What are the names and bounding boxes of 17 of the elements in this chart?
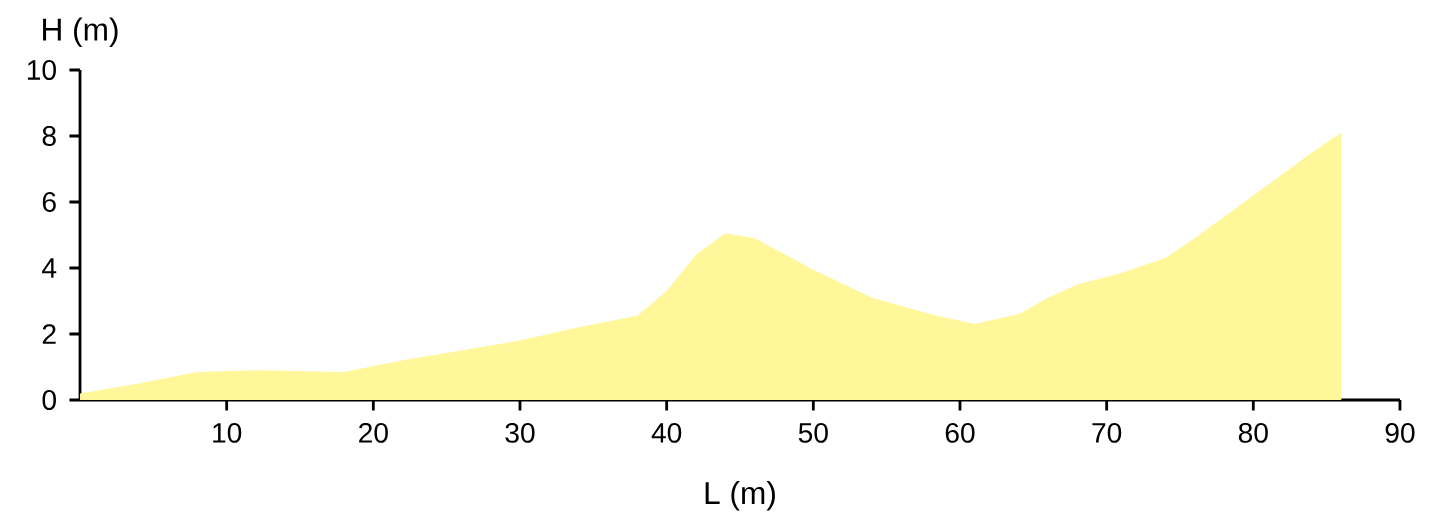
y-tick-label: 0 (42, 390, 56, 410)
x-tick-label: 60 (945, 422, 975, 443)
x-tick-label: 80 (1238, 422, 1268, 443)
y-tick-label: 6 (42, 192, 56, 212)
x-tick-label: 30 (505, 422, 535, 443)
x-tick-label: 90 (1385, 422, 1415, 443)
y-tick-label: 4 (42, 258, 57, 278)
x-tick-label: 40 (651, 422, 682, 443)
x-tick-label: 70 (1092, 422, 1122, 443)
y-tick-label: 10 (27, 60, 56, 80)
y-tick-label: 2 (42, 324, 56, 344)
x-tick-label: 20 (359, 422, 388, 443)
x-tick-label: 50 (798, 422, 828, 443)
y-axis-title: H (m) (43, 17, 118, 48)
y-tick-label: 8 (42, 126, 56, 146)
x-tick-label: 10 (213, 422, 242, 443)
x-axis-title: L (m) (705, 481, 775, 511)
